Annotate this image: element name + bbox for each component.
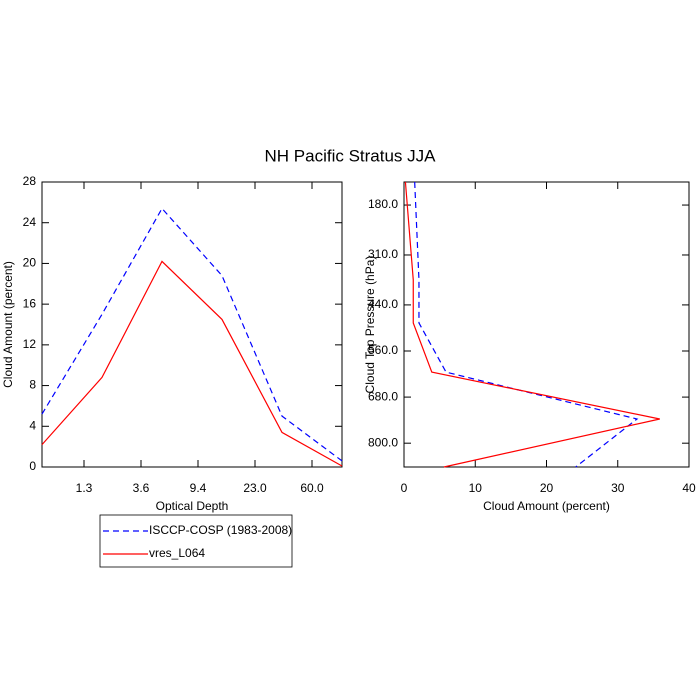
y-tick-label: 180.0 [368,197,398,211]
y-tick-label: 24 [23,215,37,229]
x-tick-label: 60.0 [300,481,324,495]
y-tick-label: 4 [29,418,36,432]
x-tick-label: 10 [469,481,483,495]
x-tick-label: 20 [540,481,554,495]
y-tick-label: 310.0 [368,247,398,261]
x-tick-label: 1.3 [76,481,93,495]
y-axis-label: Cloud Amount (percent) [1,261,15,388]
series-line [41,207,343,462]
y-tick-label: 8 [29,378,36,392]
series-line [41,260,343,467]
y-tick-label: 12 [23,337,37,351]
x-tick-label: 9.4 [190,481,207,495]
series-line [404,181,660,468]
y-tick-label: 560.0 [368,343,398,357]
legend-box [99,514,293,568]
y-tick-label: 680.0 [368,389,398,403]
x-tick-label: 30 [611,481,625,495]
x-axis-label: Optical Depth [156,499,229,513]
series-line [414,181,639,468]
x-tick-label: 0 [401,481,408,495]
x-tick-label: 40 [682,481,696,495]
y-axis-label: Cloud Top Pressure (hPa) [363,256,377,394]
y-tick-label: 28 [23,174,37,188]
legend-label: vres_L064 [149,546,205,560]
y-tick-label: 800.0 [368,435,398,449]
y-tick-label: 440.0 [368,297,398,311]
plot-frame [41,181,343,468]
x-tick-label: 23.0 [243,481,267,495]
legend-label: ISCCP-COSP (1983-2008) [149,523,292,537]
x-axis-label: Cloud Amount (percent) [483,499,610,513]
y-tick-label: 20 [23,256,37,270]
x-tick-label: 3.6 [133,481,150,495]
y-tick-label: 16 [23,296,37,310]
chart-title: NH Pacific Stratus JJA [265,146,437,165]
y-tick-label: 0 [29,459,36,473]
